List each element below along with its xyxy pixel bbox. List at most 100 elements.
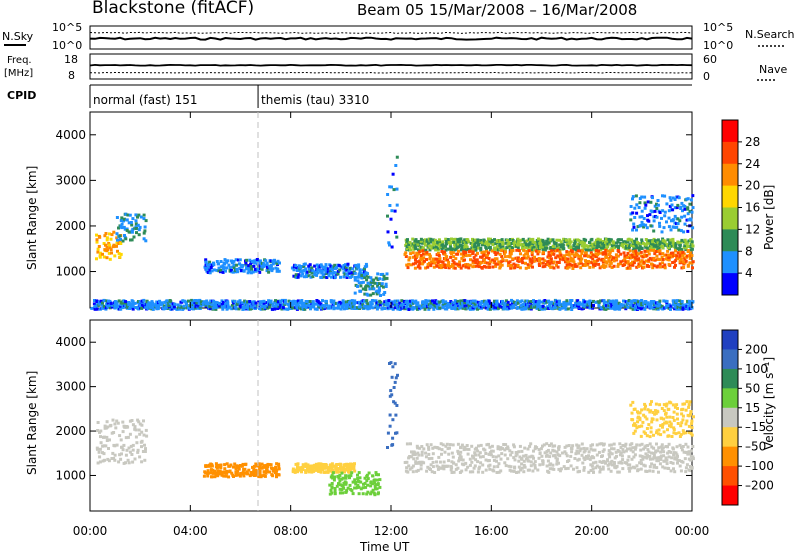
heatmap-cell (517, 259, 521, 263)
heatmap-cell (329, 269, 333, 273)
heatmap-cell (309, 469, 312, 473)
heatmap-cell (471, 247, 475, 251)
heatmap-cell (277, 462, 281, 466)
heatmap-cell (344, 467, 348, 471)
heatmap-cell (610, 302, 614, 305)
heatmap-cell (640, 454, 644, 458)
heatmap-cell (532, 449, 535, 453)
heatmap-cell (683, 222, 687, 226)
heatmap-cell (225, 462, 229, 466)
heatmap-cell (616, 262, 620, 266)
heatmap-cell (649, 409, 653, 413)
heatmap-cell (643, 455, 647, 459)
heatmap-cell (466, 452, 470, 456)
heatmap-cell (514, 451, 518, 454)
heatmap-cell (587, 454, 590, 458)
heatmap-cell (379, 300, 383, 304)
heatmap-cell (452, 470, 456, 474)
heatmap-cell (433, 261, 437, 265)
heatmap-cell (456, 442, 460, 446)
heatmap-cell (527, 307, 531, 311)
heatmap-cell (279, 303, 283, 307)
heatmap-cell (137, 213, 141, 217)
heatmap-cell (648, 465, 652, 469)
heatmap-cell (273, 258, 276, 262)
heatmap-cell (163, 306, 167, 310)
heatmap-cell (657, 432, 661, 436)
heatmap-cell (662, 409, 666, 413)
time-x-axis: 00:00 04:00 08:00 12:00 16:00 20:00 00:00 (73, 112, 709, 538)
heatmap-cell (639, 264, 643, 268)
heatmap-cell (474, 261, 478, 265)
heatmap-cell (652, 249, 656, 252)
heatmap-cell (417, 248, 420, 252)
heatmap-cell (655, 418, 659, 422)
heatmap-cell (638, 215, 642, 219)
heatmap-cell (491, 243, 495, 246)
heatmap-cell (547, 250, 551, 254)
heatmap-cell (615, 464, 619, 468)
heatmap-cell (430, 456, 434, 460)
heatmap-cell (487, 237, 490, 241)
heatmap-cell (688, 202, 692, 206)
heatmap-cell (326, 267, 330, 271)
heatmap-cell (650, 244, 654, 248)
heatmap-cell (608, 455, 612, 459)
heatmap-cell (621, 467, 625, 471)
heatmap-cell (568, 242, 572, 246)
heatmap-cell (309, 275, 313, 279)
heatmap-cell (490, 306, 494, 310)
heatmap-cell (456, 299, 460, 303)
heatmap-cell (387, 241, 391, 245)
heatmap-cell (495, 301, 498, 305)
heatmap-cell (509, 453, 513, 457)
heatmap-cell (522, 459, 526, 463)
heatmap-cell (667, 258, 671, 262)
heatmap-cell (322, 465, 326, 469)
heatmap-cell (416, 307, 420, 311)
heatmap-cell (614, 302, 618, 306)
heatmap-cell (327, 306, 330, 310)
heatmap-cell (115, 302, 119, 306)
heatmap-cell (450, 471, 454, 474)
heatmap-cell (331, 468, 334, 472)
heatmap-cell (275, 462, 279, 466)
heatmap-cell (610, 459, 614, 463)
heatmap-cell (400, 299, 404, 303)
heatmap-cell (250, 260, 254, 263)
heatmap-cell (558, 257, 562, 261)
heatmap-cell (375, 303, 378, 307)
heatmap-cell (496, 447, 500, 451)
heatmap-cell (473, 242, 477, 246)
heatmap-cell (99, 299, 103, 303)
heatmap-cell (255, 464, 259, 467)
heatmap-cell (266, 465, 270, 468)
heatmap-cell (369, 280, 373, 284)
heatmap-cell (278, 306, 282, 310)
heatmap-cell (523, 446, 527, 450)
heatmap-cell (461, 254, 465, 258)
heatmap-cell (647, 265, 651, 268)
heatmap-cell (405, 460, 409, 464)
heatmap-cell (365, 278, 369, 282)
heatmap-cell (633, 307, 637, 311)
heatmap-cell (245, 470, 249, 474)
heatmap-cell (416, 240, 420, 244)
heatmap-cell (267, 270, 271, 274)
heatmap-cell (656, 304, 660, 308)
heatmap-cell (124, 300, 128, 304)
heatmap-cell (444, 300, 448, 304)
heatmap-cell (205, 464, 209, 468)
heatmap-cell (605, 304, 609, 308)
heatmap-cell (552, 260, 556, 264)
heatmap-cell (210, 269, 214, 273)
heatmap-cell (276, 268, 280, 272)
heatmap-cell (584, 238, 588, 242)
heatmap-cell (488, 301, 492, 305)
heatmap-cell (445, 464, 448, 468)
heatmap-cell (479, 455, 482, 459)
heatmap-cell (550, 260, 554, 264)
heatmap-cell (246, 271, 250, 275)
heatmap-cell (481, 304, 485, 308)
heatmap-cell (231, 299, 235, 303)
